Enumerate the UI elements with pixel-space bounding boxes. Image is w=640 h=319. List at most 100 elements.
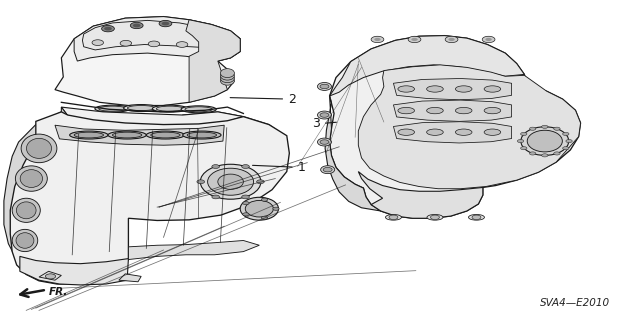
Ellipse shape — [527, 130, 563, 152]
Circle shape — [566, 139, 572, 143]
Circle shape — [120, 41, 132, 46]
Ellipse shape — [317, 83, 332, 90]
Ellipse shape — [124, 105, 159, 112]
Circle shape — [133, 24, 141, 27]
Polygon shape — [10, 112, 289, 284]
Ellipse shape — [113, 132, 142, 138]
Circle shape — [197, 180, 205, 184]
Circle shape — [472, 215, 481, 219]
Polygon shape — [394, 122, 511, 143]
Circle shape — [541, 125, 548, 128]
Ellipse shape — [245, 200, 273, 217]
Ellipse shape — [484, 129, 500, 135]
Ellipse shape — [220, 76, 234, 85]
Polygon shape — [186, 20, 240, 102]
Ellipse shape — [218, 174, 243, 189]
Circle shape — [104, 27, 112, 31]
Polygon shape — [330, 36, 580, 218]
Ellipse shape — [427, 214, 443, 220]
Circle shape — [204, 42, 216, 48]
Ellipse shape — [147, 131, 184, 139]
Circle shape — [162, 22, 170, 26]
Circle shape — [389, 215, 398, 219]
Ellipse shape — [427, 86, 444, 92]
Circle shape — [242, 165, 250, 168]
Circle shape — [482, 36, 495, 43]
Ellipse shape — [156, 106, 184, 111]
Polygon shape — [4, 107, 68, 274]
Text: 1: 1 — [253, 161, 305, 174]
Circle shape — [554, 152, 560, 155]
Circle shape — [563, 147, 569, 150]
Polygon shape — [61, 107, 243, 126]
Circle shape — [159, 20, 172, 27]
Circle shape — [273, 207, 279, 210]
Circle shape — [148, 41, 160, 47]
Ellipse shape — [181, 106, 216, 113]
Text: 3: 3 — [312, 117, 337, 130]
Ellipse shape — [220, 71, 234, 80]
Circle shape — [374, 38, 381, 41]
Polygon shape — [83, 20, 224, 50]
Ellipse shape — [484, 86, 500, 92]
Ellipse shape — [398, 86, 415, 92]
Ellipse shape — [152, 105, 188, 112]
Ellipse shape — [521, 127, 569, 155]
Ellipse shape — [108, 131, 147, 139]
Ellipse shape — [151, 132, 180, 138]
Circle shape — [520, 132, 527, 136]
Ellipse shape — [398, 108, 415, 114]
Ellipse shape — [398, 129, 415, 135]
Polygon shape — [74, 17, 240, 61]
Circle shape — [212, 195, 220, 199]
Circle shape — [431, 215, 440, 219]
Polygon shape — [394, 100, 511, 122]
Polygon shape — [330, 36, 524, 96]
Ellipse shape — [17, 202, 36, 219]
Circle shape — [243, 202, 249, 205]
Ellipse shape — [220, 69, 234, 78]
Ellipse shape — [484, 108, 500, 114]
Ellipse shape — [240, 197, 278, 220]
Ellipse shape — [95, 105, 130, 112]
Circle shape — [131, 22, 143, 29]
Ellipse shape — [468, 214, 484, 220]
Circle shape — [261, 216, 268, 219]
Ellipse shape — [12, 229, 38, 252]
Polygon shape — [325, 96, 381, 211]
Ellipse shape — [15, 166, 47, 191]
Circle shape — [323, 167, 332, 172]
Ellipse shape — [456, 108, 472, 114]
Ellipse shape — [317, 111, 332, 119]
Polygon shape — [119, 274, 141, 282]
Ellipse shape — [207, 168, 253, 195]
Circle shape — [242, 195, 250, 199]
Polygon shape — [20, 256, 129, 285]
Ellipse shape — [317, 138, 332, 146]
Circle shape — [408, 36, 421, 43]
Circle shape — [541, 154, 548, 157]
Circle shape — [320, 113, 329, 117]
Circle shape — [320, 84, 329, 89]
Circle shape — [554, 127, 560, 130]
Polygon shape — [394, 78, 511, 100]
Polygon shape — [358, 172, 483, 218]
Circle shape — [243, 213, 249, 216]
Text: 2: 2 — [230, 93, 296, 106]
Ellipse shape — [70, 131, 108, 139]
Ellipse shape — [20, 170, 42, 188]
Circle shape — [320, 140, 329, 144]
Text: SVA4—E2010: SVA4—E2010 — [540, 298, 611, 308]
Polygon shape — [55, 17, 240, 106]
Circle shape — [92, 40, 104, 46]
Ellipse shape — [187, 132, 216, 138]
Circle shape — [45, 274, 56, 279]
Circle shape — [212, 165, 220, 168]
Ellipse shape — [99, 106, 126, 111]
Circle shape — [445, 36, 458, 43]
Circle shape — [261, 198, 268, 201]
Ellipse shape — [220, 74, 234, 83]
Circle shape — [563, 132, 569, 136]
Circle shape — [412, 38, 418, 41]
Ellipse shape — [16, 233, 34, 248]
